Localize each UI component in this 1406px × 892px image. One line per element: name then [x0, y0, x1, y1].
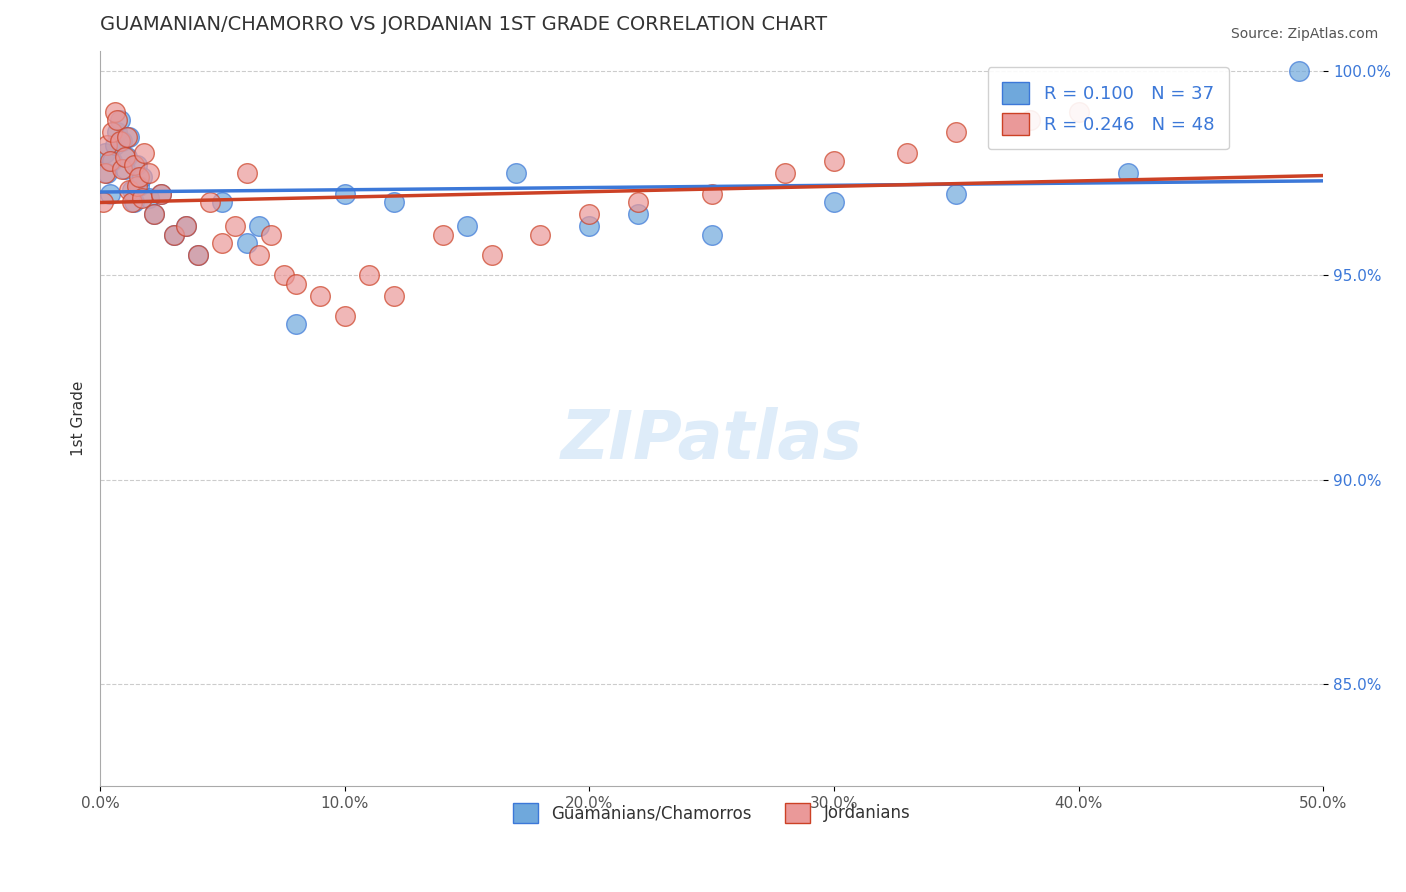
Point: [260, 227, 283, 242]
Point: [108, 134, 131, 148]
Point: [94, 166, 117, 180]
Point: [131, 170, 153, 185]
Point: [174, 219, 197, 234]
Point: [529, 227, 551, 242]
Point: [138, 191, 160, 205]
Point: [333, 186, 356, 201]
Point: [125, 158, 148, 172]
Point: [896, 145, 918, 160]
Point: [236, 235, 259, 250]
Point: [150, 186, 173, 201]
Point: [187, 248, 209, 262]
Point: [1067, 105, 1090, 120]
Point: [118, 183, 141, 197]
Point: [200, 194, 222, 209]
Point: [945, 126, 967, 140]
Point: [111, 162, 134, 177]
Point: [236, 166, 259, 180]
Point: [627, 207, 650, 221]
Point: [105, 126, 128, 140]
Point: [150, 186, 173, 201]
Point: [101, 126, 124, 140]
Point: [128, 170, 150, 185]
Point: [284, 318, 307, 332]
Point: [131, 191, 153, 205]
Point: [700, 186, 723, 201]
Point: [124, 194, 146, 209]
Point: [309, 289, 332, 303]
Point: [359, 268, 381, 283]
Point: [1018, 113, 1040, 128]
Point: [578, 219, 600, 234]
Point: [382, 194, 405, 209]
Point: [456, 219, 478, 234]
Point: [578, 207, 600, 221]
Legend: Guamanians/Chamorros, Jordanians: Guamanians/Chamorros, Jordanians: [499, 789, 924, 836]
Point: [104, 137, 127, 152]
Point: [247, 248, 270, 262]
Point: [118, 129, 141, 144]
Point: [142, 207, 165, 221]
Point: [823, 154, 845, 169]
Point: [247, 219, 270, 234]
Point: [823, 194, 845, 209]
Point: [96, 166, 118, 180]
Text: ZIPatlas: ZIPatlas: [561, 408, 863, 474]
Point: [128, 178, 150, 193]
Point: [91, 194, 114, 209]
Point: [142, 207, 165, 221]
Point: [125, 178, 148, 193]
Point: [333, 310, 356, 324]
Point: [114, 162, 136, 177]
Point: [115, 129, 138, 144]
Point: [1288, 64, 1310, 78]
Text: Source: ZipAtlas.com: Source: ZipAtlas.com: [1230, 27, 1378, 41]
Point: [162, 227, 184, 242]
Point: [627, 194, 650, 209]
Point: [105, 113, 128, 128]
Point: [284, 277, 307, 291]
Point: [211, 235, 233, 250]
Point: [101, 154, 124, 169]
Point: [773, 166, 796, 180]
Point: [96, 137, 118, 152]
Point: [382, 289, 405, 303]
Point: [98, 154, 121, 169]
Y-axis label: 1st Grade: 1st Grade: [72, 381, 86, 456]
Point: [124, 158, 146, 172]
Point: [481, 248, 503, 262]
Point: [273, 268, 295, 283]
Point: [174, 219, 197, 234]
Point: [945, 186, 967, 201]
Point: [111, 134, 134, 148]
Point: [187, 248, 209, 262]
Point: [114, 150, 136, 164]
Point: [115, 150, 138, 164]
Point: [134, 145, 156, 160]
Point: [108, 113, 131, 128]
Point: [98, 186, 121, 201]
Point: [700, 227, 723, 242]
Text: GUAMANIAN/CHAMORRO VS JORDANIAN 1ST GRADE CORRELATION CHART: GUAMANIAN/CHAMORRO VS JORDANIAN 1ST GRAD…: [100, 15, 827, 34]
Point: [505, 166, 527, 180]
Point: [121, 194, 143, 209]
Point: [1116, 166, 1139, 180]
Point: [138, 166, 160, 180]
Point: [224, 219, 246, 234]
Point: [94, 145, 117, 160]
Point: [121, 183, 143, 197]
Point: [104, 105, 127, 120]
Point: [162, 227, 184, 242]
Point: [211, 194, 233, 209]
Point: [432, 227, 454, 242]
